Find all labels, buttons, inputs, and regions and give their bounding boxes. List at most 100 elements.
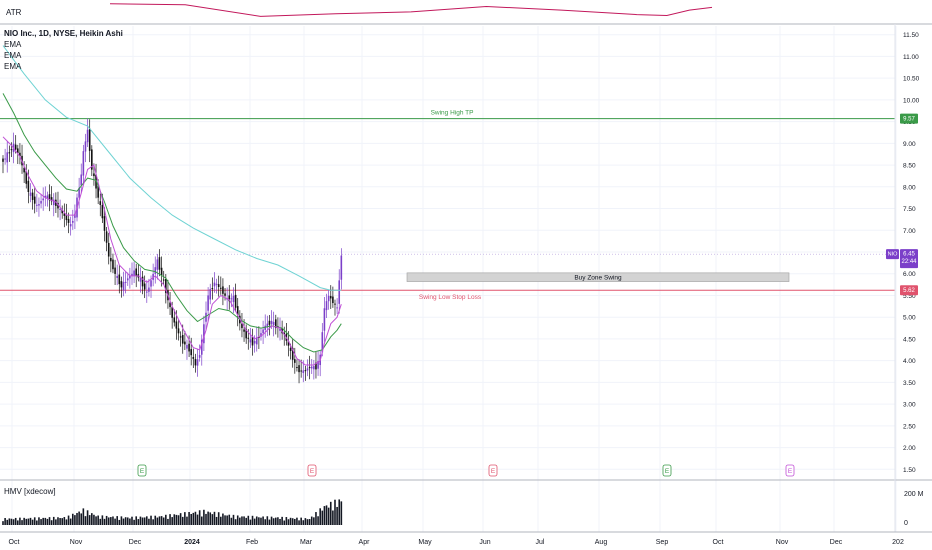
volume-bar: [158, 516, 161, 525]
candle-body: [230, 298, 233, 300]
candle-body: [162, 279, 165, 281]
volume-bar: [33, 517, 36, 525]
candle-body: [171, 307, 173, 318]
volume-bar: [118, 519, 121, 525]
candle-body: [25, 171, 28, 184]
volume-bar: [291, 518, 294, 525]
volume-bar: [272, 518, 275, 525]
candle-body: [340, 255, 343, 280]
volume-bar: [215, 516, 218, 525]
ema-fast-line: [2, 136, 342, 366]
volume-bar: [327, 507, 330, 525]
volume-bar: [192, 512, 195, 525]
candle-body: [236, 306, 239, 316]
volume-bar: [190, 514, 192, 525]
volume-bar: [334, 499, 336, 525]
earnings-marker[interactable]: E: [662, 464, 672, 477]
earnings-marker[interactable]: E: [488, 464, 498, 477]
time-tick-label: Aug: [595, 539, 608, 546]
volume-bar: [247, 515, 250, 525]
candle-body: [44, 195, 47, 198]
candle-body: [198, 355, 201, 358]
candle-body: [4, 158, 6, 160]
candle-body: [308, 367, 311, 369]
volume-bar: [236, 515, 239, 525]
volume-bar: [42, 517, 44, 525]
volume-bar: [200, 516, 203, 525]
volume-bar: [179, 513, 182, 525]
volume-bar: [131, 516, 133, 525]
price-tick-label: 9.00: [903, 141, 916, 148]
volume-bar: [315, 512, 317, 525]
price-tick-label: 5.00: [903, 315, 916, 322]
candle-body: [145, 291, 148, 293]
volume-bar: [222, 513, 224, 525]
volume-bar: [167, 518, 169, 525]
volume-bar: [86, 510, 89, 525]
annotations: Swing High TP Buy Zone Swing Swing Low Sto…: [419, 110, 622, 302]
candle-body: [270, 320, 273, 325]
volume-bar: [296, 517, 298, 525]
volume-bar: [12, 519, 15, 525]
candle-body: [334, 303, 336, 305]
volume-bar: [14, 517, 17, 525]
volume-bar: [143, 517, 146, 525]
earnings-marker[interactable]: E: [785, 464, 795, 477]
candle-body: [323, 308, 326, 331]
candle-body: [80, 174, 83, 186]
candle-body: [245, 329, 247, 339]
candle-body: [8, 152, 11, 154]
candle-body: [298, 365, 300, 373]
candle-body: [255, 337, 258, 345]
candle-body: [310, 366, 313, 369]
candle-body: [222, 286, 224, 294]
earnings-marker[interactable]: E: [137, 464, 147, 477]
candle-body: [306, 368, 309, 371]
volume-tick-label: 0: [904, 520, 908, 527]
price-tick-label: 8.50: [903, 163, 916, 170]
volume-bar: [65, 519, 68, 525]
volume-bar: [169, 514, 171, 525]
volume-bar: [101, 515, 104, 525]
price-tick-label: 4.50: [903, 336, 916, 343]
indicator-label: EMA: [4, 62, 22, 71]
candle-body: [114, 267, 116, 274]
candle-body: [234, 294, 237, 308]
candle-body: [139, 278, 142, 282]
candle-body: [332, 296, 334, 304]
candle-body: [220, 287, 222, 289]
candle-body: [249, 339, 252, 343]
volume-bar: [323, 506, 326, 525]
candle-body: [40, 200, 42, 204]
candle-body: [55, 199, 57, 206]
candle-body: [336, 307, 338, 309]
volume-bar: [124, 517, 127, 525]
candle-body: [17, 148, 19, 154]
price-tick-label: 7.50: [903, 206, 916, 213]
tp-tag-value: 9.57: [903, 117, 915, 123]
volume-bar: [260, 517, 262, 525]
volume-label: HMV [xdecow]: [4, 487, 56, 496]
volume-bar: [224, 515, 226, 525]
volume-bar: [160, 516, 163, 525]
price-tick-label: 5.50: [903, 293, 916, 300]
atr-label: ATR: [6, 8, 22, 17]
candle-body: [10, 149, 13, 151]
volume-bar: [63, 517, 66, 525]
volume-bar: [48, 517, 51, 525]
earnings-marker[interactable]: E: [307, 464, 317, 477]
volume-bar: [226, 515, 228, 525]
volume-bar: [217, 512, 220, 525]
time-scale[interactable]: Oct Nov Dec 2024 Feb Mar Apr May Jun Jul Aug Sep Oct…: [9, 539, 904, 546]
volume-bar: [321, 510, 324, 525]
volume-bar: [71, 513, 74, 525]
volume-bar: [209, 512, 212, 525]
candle-body: [287, 341, 290, 346]
candle-body: [14, 144, 17, 150]
candle-body: [38, 204, 40, 206]
volume-bar: [188, 512, 190, 525]
grid: [0, 26, 897, 532]
candle-body: [88, 128, 91, 151]
